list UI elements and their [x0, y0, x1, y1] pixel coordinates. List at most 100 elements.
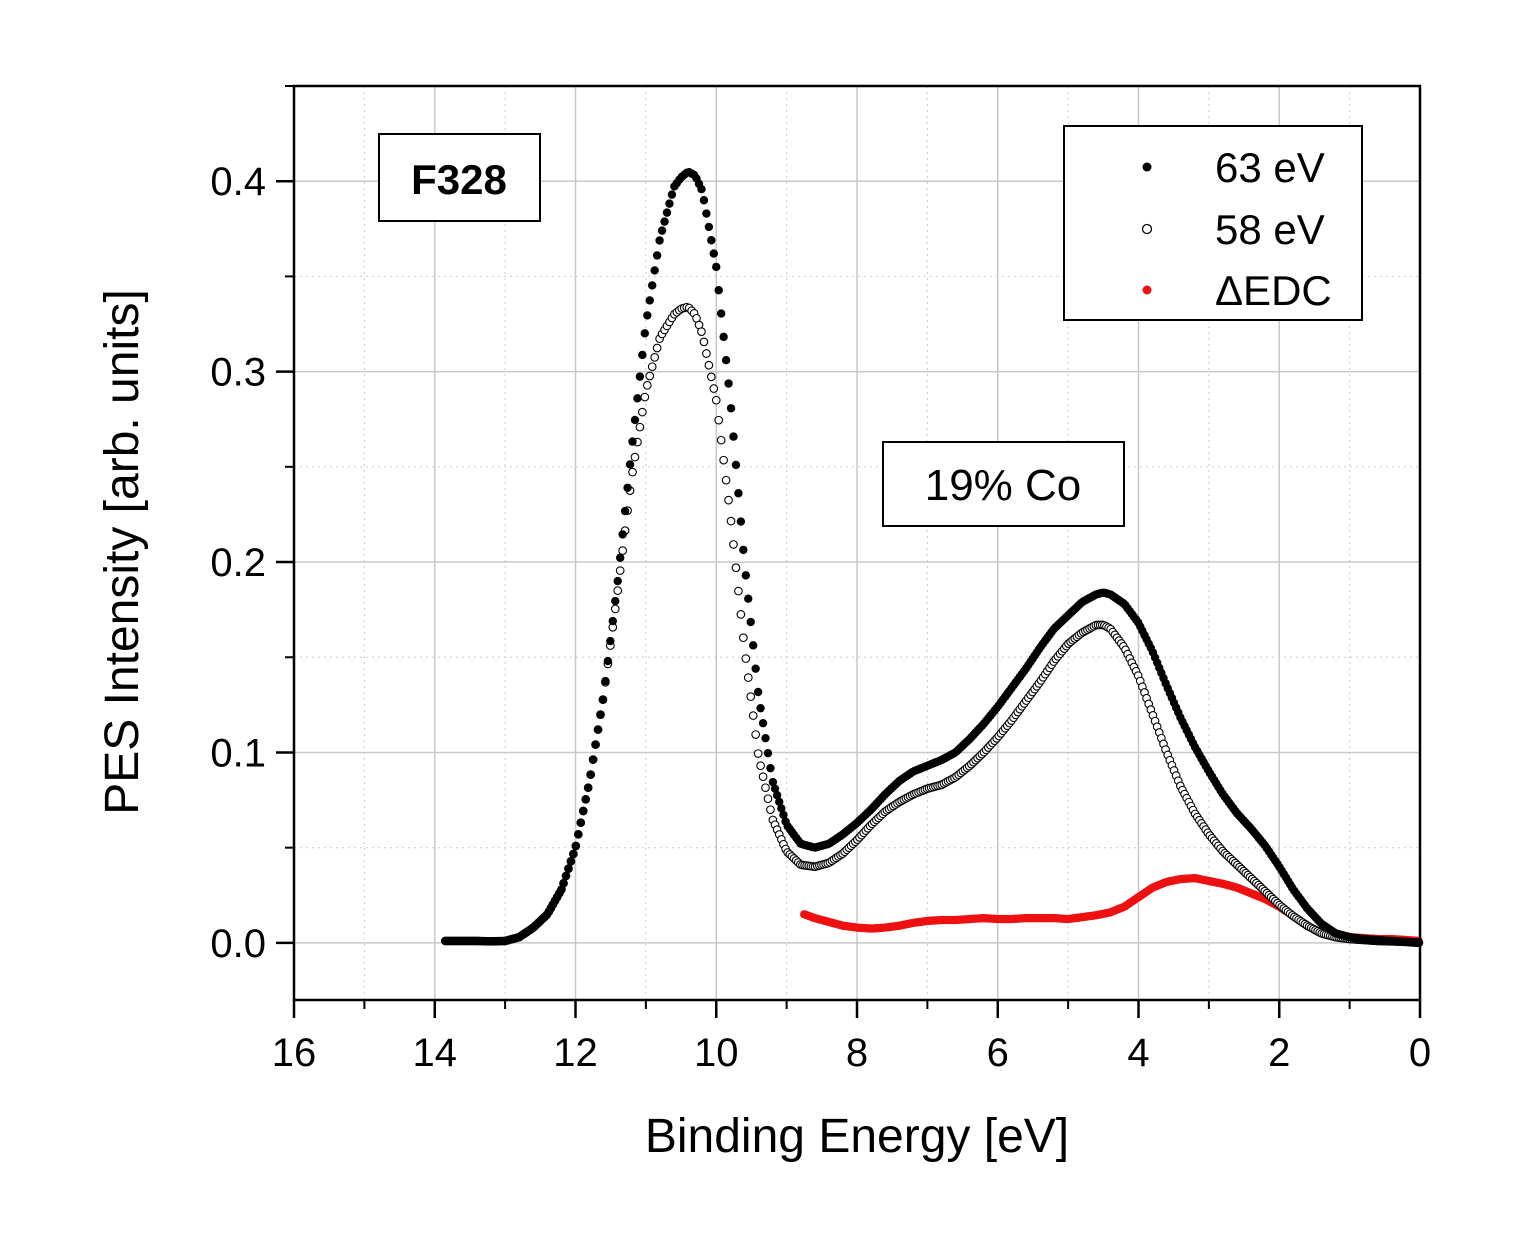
data-point — [615, 553, 625, 562]
x-tick-label: 0 — [1409, 1031, 1431, 1075]
x-tick-label: 10 — [694, 1031, 739, 1075]
data-point — [721, 475, 731, 485]
data-point — [581, 795, 590, 804]
data-point — [766, 763, 775, 773]
data-point — [731, 460, 741, 470]
legend-marker-58ev — [1141, 223, 1153, 235]
data-point — [586, 770, 595, 779]
data-point — [734, 586, 743, 596]
data-point — [777, 804, 786, 813]
data-point — [719, 332, 728, 342]
y-tick-label: 0.2 — [210, 541, 266, 585]
data-point — [729, 432, 738, 441]
legend-label-63ev: 63 eV — [1215, 144, 1325, 191]
x-tick-label: 6 — [987, 1031, 1009, 1075]
data-point — [662, 208, 672, 217]
data-point — [633, 394, 642, 403]
x-tick-label: 16 — [272, 1031, 317, 1075]
data-point — [699, 196, 709, 205]
annotation-composition-label: 19% Co — [925, 461, 1082, 510]
data-point — [606, 636, 615, 646]
legend-label-delta-edc: ΔEDC — [1215, 267, 1332, 314]
data-point — [748, 711, 758, 720]
data-point — [610, 604, 620, 614]
data-point — [638, 350, 647, 360]
data-point — [655, 236, 664, 245]
data-point — [625, 460, 635, 469]
data-point — [702, 349, 711, 358]
data-point — [707, 236, 716, 245]
data-point — [741, 571, 751, 580]
data-point — [739, 545, 748, 555]
data-point — [709, 384, 719, 393]
data-point — [748, 641, 758, 650]
data-point — [630, 452, 640, 462]
legend-box — [1063, 125, 1363, 321]
series-63-ev — [441, 168, 1424, 948]
data-point — [650, 266, 659, 275]
data-point — [756, 761, 765, 771]
data-point — [744, 594, 753, 603]
data-point — [719, 455, 728, 465]
data-point — [772, 791, 782, 800]
data-point — [736, 517, 746, 526]
data-point — [643, 311, 652, 320]
data-point — [623, 483, 632, 492]
data-point — [756, 703, 765, 713]
y-axis-ticks — [276, 85, 294, 945]
data-point — [763, 748, 773, 758]
annotation-sample-box: F328 — [378, 133, 541, 222]
data-point — [724, 495, 733, 505]
data-point — [596, 710, 605, 719]
data-point — [566, 857, 576, 866]
data-point — [574, 830, 583, 839]
data-point — [652, 251, 662, 260]
data-point — [576, 818, 585, 827]
data-point — [579, 806, 588, 816]
data-point — [628, 467, 637, 477]
data-point — [743, 673, 753, 682]
data-point — [593, 725, 603, 734]
data-point — [704, 360, 714, 370]
data-point — [716, 435, 726, 445]
data-point — [561, 871, 571, 881]
x-axis-ticks — [292, 1000, 1422, 1018]
data-point — [645, 371, 655, 381]
data-point — [702, 209, 711, 218]
data-point — [714, 415, 724, 425]
data-point — [618, 530, 627, 539]
y-axis-tick-labels: 0.0 0.1 0.2 0.3 0.4 — [210, 160, 266, 966]
data-point — [611, 596, 620, 606]
y-tick-label: 0.1 — [210, 731, 266, 775]
data-point — [706, 372, 716, 382]
data-point — [766, 805, 775, 815]
data-point — [758, 718, 768, 728]
data-point — [726, 404, 736, 413]
data-point — [714, 286, 723, 295]
data-point — [753, 687, 763, 697]
data-point — [608, 616, 617, 626]
data-point — [603, 656, 613, 666]
data-point — [761, 783, 770, 793]
data-point — [716, 309, 726, 318]
x-axis-label: Binding Energy [eV] — [645, 1110, 1069, 1163]
x-tick-label: 8 — [846, 1031, 868, 1075]
data-point — [736, 610, 746, 619]
data-point — [667, 190, 677, 199]
series-layer — [440, 168, 1424, 948]
data-point — [775, 797, 784, 807]
data-point — [638, 407, 647, 417]
data-point — [712, 262, 721, 272]
data-point — [613, 586, 623, 595]
data-point — [635, 372, 645, 381]
data-point — [738, 633, 748, 643]
data-point — [751, 730, 761, 739]
data-point — [564, 864, 573, 873]
data-point — [591, 740, 600, 749]
data-point — [731, 563, 741, 573]
data-point — [559, 879, 568, 888]
x-tick-label: 12 — [553, 1031, 598, 1075]
x-tick-label: 2 — [1268, 1031, 1290, 1075]
data-point — [598, 695, 608, 704]
